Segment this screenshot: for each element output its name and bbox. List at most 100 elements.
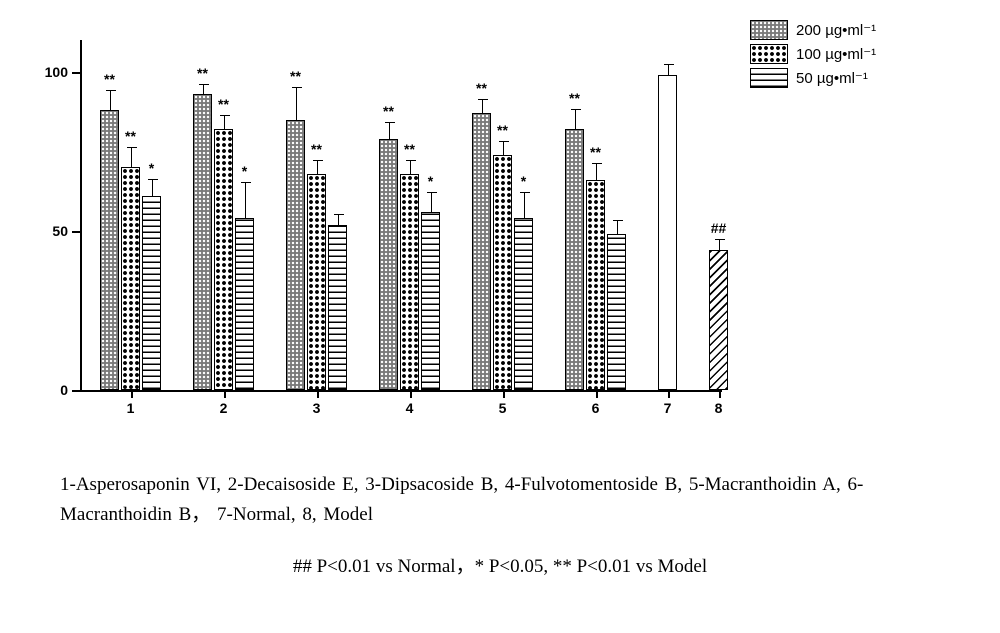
legend-swatch <box>750 20 788 40</box>
bar <box>100 110 119 390</box>
significance-marker: ** <box>497 122 508 138</box>
error-cap <box>199 84 209 85</box>
x-tick-label: 8 <box>715 400 723 416</box>
legend-label: 50 µg•ml⁻¹ <box>796 69 868 87</box>
error-bar <box>575 110 576 129</box>
error-cap <box>220 115 230 116</box>
error-bar <box>203 85 204 95</box>
error-cap <box>613 220 623 221</box>
error-bar <box>482 100 483 113</box>
significance-marker: ** <box>590 144 601 160</box>
x-tick-label: 4 <box>406 400 414 416</box>
bar <box>607 234 626 390</box>
y-tick <box>72 231 82 233</box>
error-cap <box>571 109 581 110</box>
bar <box>328 225 347 390</box>
error-bar <box>317 161 318 174</box>
error-bar <box>389 123 390 139</box>
error-cap <box>106 90 116 91</box>
x-tick <box>503 390 505 398</box>
significance-footnote: ## P<0.01 vs Normal，* P<0.05, ** P<0.01 … <box>60 551 940 578</box>
legend-item: 50 µg•ml⁻¹ <box>750 68 876 88</box>
significance-marker: ** <box>104 71 115 87</box>
chart-area: cell viability (%) 050100*****1*****2***… <box>20 20 740 440</box>
error-bar <box>524 193 525 218</box>
figure-container: cell viability (%) 050100*****1*****2***… <box>20 20 980 578</box>
x-tick-label: 2 <box>220 400 228 416</box>
significance-marker: ** <box>383 103 394 119</box>
y-tick-label: 100 <box>45 64 68 80</box>
x-tick <box>410 390 412 398</box>
significance-marker: ** <box>218 96 229 112</box>
error-cap <box>478 99 488 100</box>
significance-marker: ## <box>711 220 727 236</box>
bar <box>214 129 233 390</box>
error-bar <box>110 91 111 110</box>
y-tick-label: 50 <box>52 223 68 239</box>
error-cap <box>148 179 158 180</box>
bar <box>493 155 512 390</box>
error-cap <box>592 163 602 164</box>
error-cap <box>334 214 344 215</box>
error-bar <box>410 161 411 174</box>
error-cap <box>406 160 416 161</box>
error-bar <box>152 180 153 196</box>
legend-item: 200 µg•ml⁻¹ <box>750 20 876 40</box>
x-tick-label: 6 <box>592 400 600 416</box>
error-cap <box>292 87 302 88</box>
error-bar <box>617 221 618 234</box>
bar <box>193 94 212 390</box>
chart-row: cell viability (%) 050100*****1*****2***… <box>20 20 980 440</box>
bar <box>142 196 161 390</box>
bar <box>514 218 533 390</box>
significance-marker: ** <box>404 141 415 157</box>
compound-key-caption: 1-Asperosaponin VI, 2-Decaisoside E, 3-D… <box>60 470 940 531</box>
error-bar <box>668 65 669 75</box>
error-bar <box>245 183 246 218</box>
bar <box>421 212 440 390</box>
error-cap <box>520 192 530 193</box>
error-cap <box>427 192 437 193</box>
x-tick <box>719 390 721 398</box>
bar <box>658 75 677 390</box>
error-bar <box>596 164 597 180</box>
significance-marker: ** <box>311 141 322 157</box>
x-tick-label: 3 <box>313 400 321 416</box>
legend-label: 200 µg•ml⁻¹ <box>796 21 876 39</box>
significance-marker: ** <box>125 128 136 144</box>
error-bar <box>224 116 225 129</box>
significance-marker: ** <box>569 90 580 106</box>
error-cap <box>127 147 137 148</box>
error-bar <box>719 240 720 250</box>
significance-marker: * <box>242 163 247 179</box>
bar <box>472 113 491 390</box>
x-tick <box>668 390 670 398</box>
x-tick <box>224 390 226 398</box>
significance-marker: ** <box>197 65 208 81</box>
x-tick <box>131 390 133 398</box>
error-bar <box>296 88 297 120</box>
legend: 200 µg•ml⁻¹100 µg•ml⁻¹50 µg•ml⁻¹ <box>750 20 876 92</box>
significance-marker: ** <box>476 80 487 96</box>
x-tick <box>317 390 319 398</box>
legend-swatch <box>750 68 788 88</box>
y-tick-label: 0 <box>60 382 68 398</box>
bar <box>586 180 605 390</box>
error-cap <box>715 239 725 240</box>
error-cap <box>313 160 323 161</box>
bar <box>709 250 728 390</box>
x-tick-label: 7 <box>664 400 672 416</box>
error-cap <box>499 141 509 142</box>
error-cap <box>664 64 674 65</box>
x-tick-label: 5 <box>499 400 507 416</box>
bar <box>307 174 326 390</box>
bar <box>121 167 140 390</box>
significance-marker: ** <box>290 68 301 84</box>
x-tick-label: 1 <box>127 400 135 416</box>
error-cap <box>241 182 251 183</box>
error-bar <box>503 142 504 155</box>
significance-marker: * <box>521 173 526 189</box>
bar <box>379 139 398 390</box>
error-bar <box>131 148 132 167</box>
error-cap <box>385 122 395 123</box>
